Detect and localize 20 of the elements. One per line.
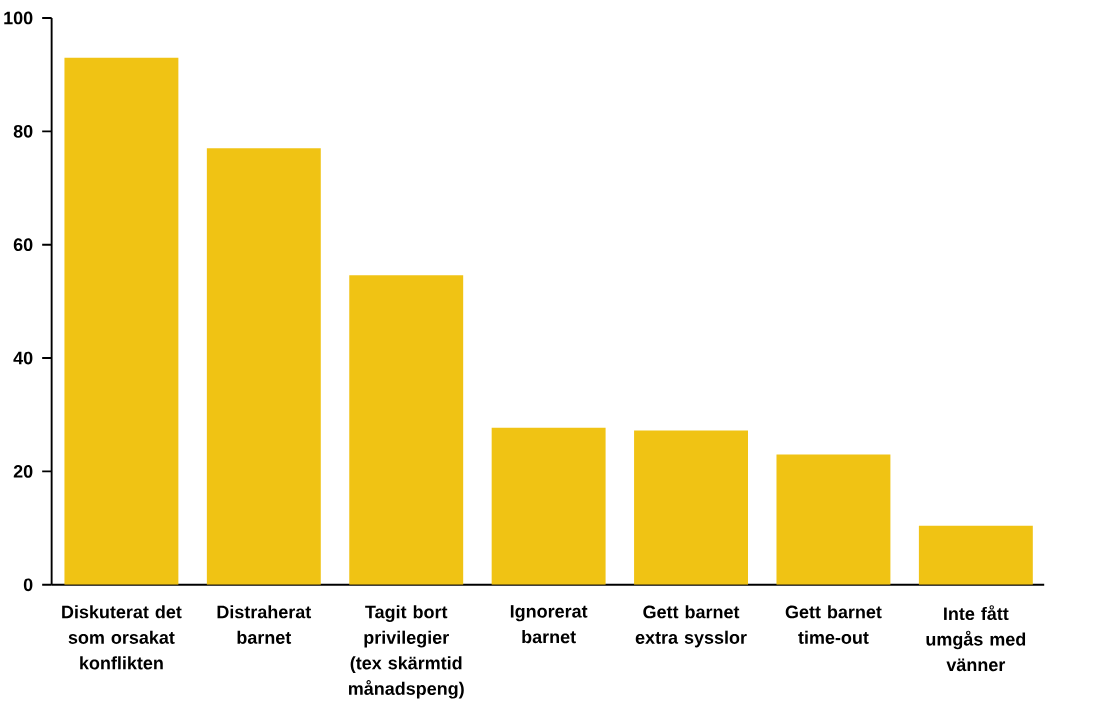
bar (491, 427, 606, 585)
x-tick-label: Distraherat barnet (217, 605, 312, 645)
y-tick-label: 40 (13, 351, 33, 365)
bar (64, 57, 179, 585)
bar (206, 148, 321, 585)
x-tick-label: Diskuterat det som orsakat konflikten (62, 605, 182, 670)
y-tick-label: 0 (23, 578, 33, 592)
x-tick-label: Ignorerat barnet (510, 605, 588, 644)
x-tick-label: Inte fått umgås med vänner (926, 605, 1026, 672)
y-tick-label: 20 (13, 465, 33, 478)
x-tick-label: Gett barnet extra sysslor (635, 605, 747, 648)
x-tick-label: Tagit bort privilegier (tex skärmtid månadspeng) (348, 605, 464, 699)
bar (918, 525, 1033, 585)
bar (776, 454, 891, 585)
bar (634, 430, 748, 585)
bar (349, 275, 464, 585)
y-tick-label: 80 (13, 125, 33, 138)
x-tick-label: Gett barnet time-out (785, 605, 882, 645)
y-tick-label: 60 (13, 238, 33, 252)
y-tick-label: 100 (4, 11, 33, 25)
